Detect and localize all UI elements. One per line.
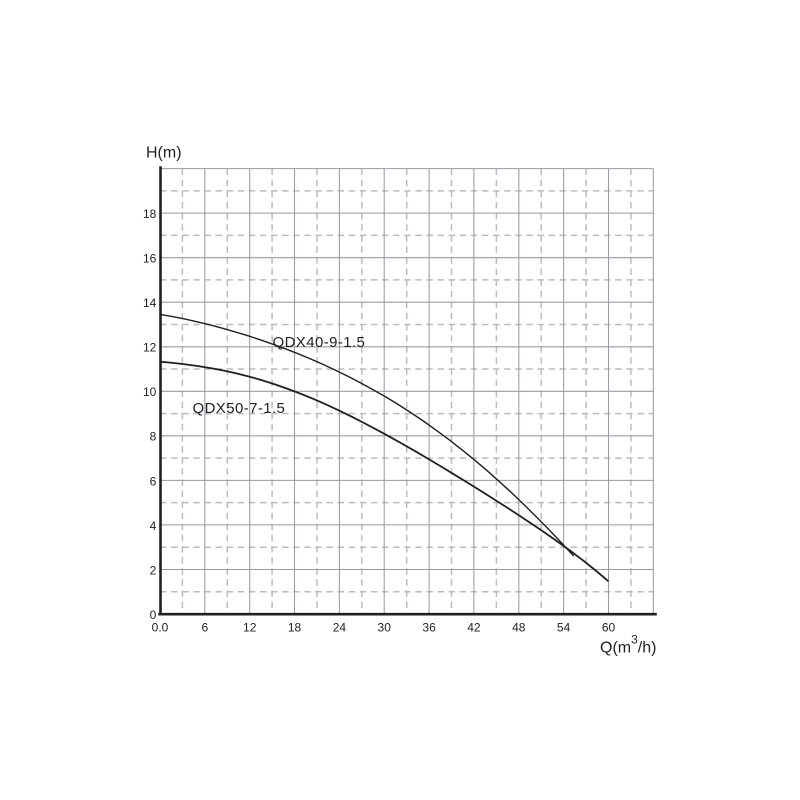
svg-text:6: 6: [201, 620, 208, 634]
svg-text:42: 42: [467, 620, 481, 634]
svg-text:8: 8: [150, 430, 157, 444]
svg-text:12: 12: [243, 620, 257, 634]
svg-text:4: 4: [150, 519, 157, 533]
svg-text:QDX50-7-1.5: QDX50-7-1.5: [193, 400, 286, 417]
svg-text:6: 6: [150, 474, 157, 488]
svg-text:10: 10: [143, 385, 157, 399]
svg-text:12: 12: [143, 341, 157, 355]
svg-text:60: 60: [602, 620, 616, 634]
svg-text:48: 48: [512, 620, 526, 634]
svg-text:2: 2: [150, 563, 157, 577]
svg-text:36: 36: [422, 620, 436, 634]
svg-text:0.0: 0.0: [152, 620, 169, 634]
svg-text:18: 18: [288, 620, 302, 634]
svg-text:Q(m3/h): Q(m3/h): [600, 633, 656, 657]
svg-text:54: 54: [557, 620, 571, 634]
svg-text:0: 0: [150, 608, 157, 622]
svg-text:24: 24: [333, 620, 347, 634]
svg-text:14: 14: [143, 296, 157, 310]
svg-text:18: 18: [143, 207, 157, 221]
svg-text:30: 30: [378, 620, 392, 634]
svg-text:16: 16: [143, 252, 157, 266]
svg-text:H(m): H(m): [146, 145, 182, 162]
svg-text:QDX40-9-1.5: QDX40-9-1.5: [273, 334, 366, 351]
